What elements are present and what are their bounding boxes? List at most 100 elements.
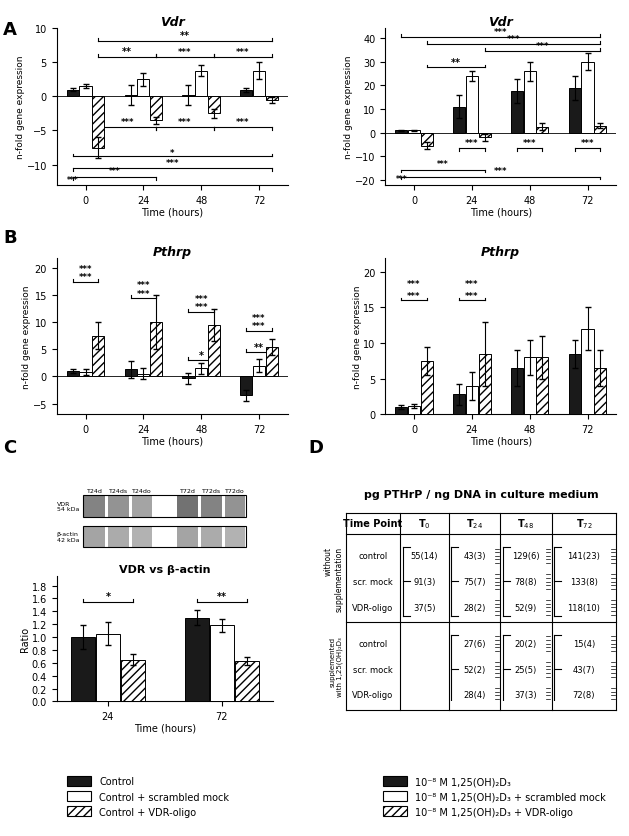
- X-axis label: Time (hours): Time (hours): [134, 722, 196, 732]
- Text: ***: ***: [252, 314, 266, 323]
- Text: T24ds: T24ds: [109, 488, 128, 493]
- Bar: [195, 71, 207, 97]
- Text: 52(9): 52(9): [515, 603, 537, 612]
- Y-axis label: n-fold gene expression: n-fold gene expression: [22, 285, 31, 388]
- Bar: [479, 134, 491, 138]
- Text: ***: ***: [465, 280, 479, 288]
- Text: 118(10): 118(10): [567, 603, 601, 612]
- Bar: [208, 97, 220, 115]
- Bar: [201, 496, 221, 517]
- Text: **: **: [254, 342, 264, 352]
- Bar: [421, 361, 433, 415]
- Bar: [594, 126, 606, 134]
- Text: ***: ***: [465, 139, 479, 148]
- Bar: [210, 626, 233, 701]
- Text: control: control: [359, 640, 387, 648]
- Text: *: *: [199, 350, 204, 360]
- Title: Vdr: Vdr: [488, 16, 513, 29]
- Bar: [235, 661, 259, 701]
- Bar: [125, 96, 136, 97]
- Text: 43(3): 43(3): [463, 552, 486, 560]
- Text: 141(23): 141(23): [567, 552, 601, 560]
- Y-axis label: n-fold gene expression: n-fold gene expression: [345, 56, 353, 159]
- Bar: [225, 527, 245, 547]
- Text: ***: ***: [236, 48, 250, 57]
- Bar: [177, 496, 198, 517]
- Text: T$_{72}$: T$_{72}$: [576, 517, 593, 531]
- Text: ***: ***: [194, 294, 208, 303]
- Bar: [594, 369, 606, 415]
- Text: ***: ***: [581, 139, 594, 148]
- Text: 91(3): 91(3): [413, 577, 436, 586]
- Text: ***: ***: [494, 167, 508, 176]
- Bar: [71, 637, 95, 701]
- Bar: [84, 527, 105, 547]
- Bar: [208, 326, 220, 377]
- Text: scr. mock: scr. mock: [353, 665, 393, 674]
- Text: ***: ***: [437, 160, 448, 169]
- Text: **: **: [450, 58, 460, 68]
- Text: Time Point: Time Point: [343, 519, 403, 529]
- Bar: [537, 128, 548, 134]
- Bar: [132, 527, 152, 547]
- Legend: 10⁻⁸ M 1,25(OH)₂D₃, 10⁻⁸ M 1,25(OH)₂D₃ + scrambled mock, 10⁻⁸ M 1,25(OH)₂D₃ + VD: 10⁻⁸ M 1,25(OH)₂D₃, 10⁻⁸ M 1,25(OH)₂D₃ +…: [383, 777, 606, 817]
- Text: B: B: [3, 228, 17, 247]
- Text: 37(3): 37(3): [515, 691, 537, 700]
- Bar: [537, 358, 548, 415]
- Text: β-actin
42 kDa: β-actin 42 kDa: [57, 532, 79, 543]
- Text: T72d: T72d: [179, 488, 196, 493]
- Text: 15(4): 15(4): [573, 640, 595, 648]
- Text: ***: ***: [523, 139, 537, 148]
- Bar: [182, 96, 194, 97]
- Bar: [82, 496, 246, 517]
- Text: 37(5): 37(5): [413, 603, 436, 612]
- Text: T72do: T72do: [225, 488, 245, 493]
- Text: D: D: [308, 439, 323, 457]
- Bar: [92, 337, 104, 377]
- X-axis label: Time (hours): Time (hours): [470, 206, 532, 217]
- Y-axis label: Ratio: Ratio: [20, 626, 30, 651]
- Text: ***: ***: [396, 176, 407, 184]
- Bar: [265, 348, 278, 377]
- Bar: [408, 131, 420, 134]
- Bar: [479, 354, 491, 415]
- Bar: [182, 377, 194, 379]
- Bar: [569, 89, 581, 134]
- X-axis label: Time (hours): Time (hours): [142, 436, 203, 446]
- Text: **: **: [180, 31, 190, 41]
- X-axis label: Time (hours): Time (hours): [470, 436, 532, 446]
- Bar: [108, 496, 128, 517]
- Text: T24d: T24d: [87, 488, 103, 493]
- Text: VDR-oligo: VDR-oligo: [352, 691, 394, 700]
- Bar: [265, 97, 278, 100]
- Bar: [84, 496, 105, 517]
- Text: 28(4): 28(4): [463, 691, 486, 700]
- Text: 25(5): 25(5): [515, 665, 537, 674]
- Text: ***: ***: [407, 291, 421, 300]
- Text: 43(7): 43(7): [573, 665, 595, 674]
- Text: T72ds: T72ds: [202, 488, 221, 493]
- Text: 55(14): 55(14): [411, 552, 438, 560]
- Text: ***: ***: [165, 158, 179, 167]
- Text: ***: ***: [79, 273, 92, 282]
- Text: 75(7): 75(7): [463, 577, 486, 586]
- Title: Pthrp: Pthrp: [153, 245, 192, 258]
- Text: 133(8): 133(8): [570, 577, 598, 586]
- Text: ***: ***: [507, 35, 520, 44]
- Bar: [82, 527, 246, 547]
- Text: T$_{24}$: T$_{24}$: [466, 517, 483, 531]
- Text: 78(8): 78(8): [515, 577, 537, 586]
- Text: 52(2): 52(2): [464, 665, 486, 674]
- Text: T24do: T24do: [132, 488, 152, 493]
- Bar: [569, 354, 581, 415]
- Text: *: *: [170, 149, 174, 158]
- Title: Pthrp: Pthrp: [481, 245, 520, 258]
- Text: ***: ***: [407, 280, 421, 288]
- Text: T$_0$: T$_0$: [418, 517, 431, 531]
- Text: ***: ***: [494, 28, 508, 37]
- Text: T$_{48}$: T$_{48}$: [517, 517, 534, 531]
- Bar: [79, 87, 92, 97]
- Bar: [523, 358, 536, 415]
- Text: 28(2): 28(2): [463, 603, 486, 612]
- Bar: [225, 496, 245, 517]
